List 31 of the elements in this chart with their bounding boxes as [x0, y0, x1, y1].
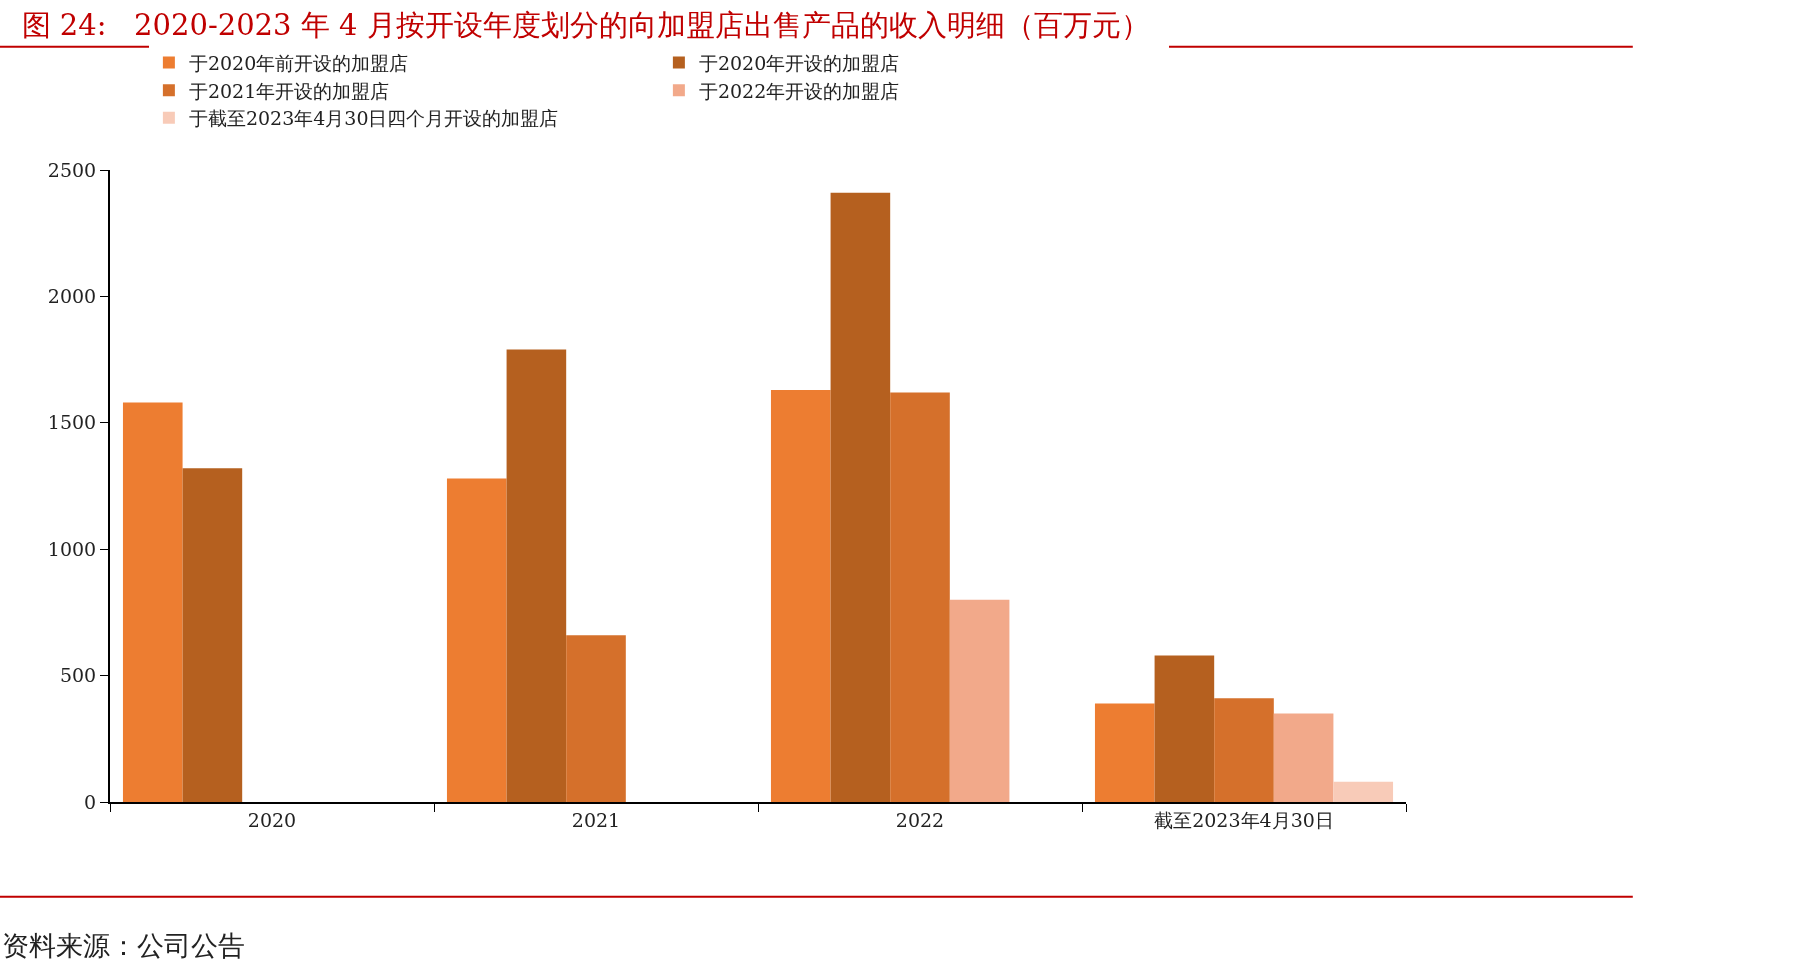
- bar: [1333, 781, 1394, 802]
- y-tick-label: 1500: [47, 411, 97, 434]
- x-tick-label: 2021: [571, 808, 621, 831]
- bar: [1154, 655, 1215, 802]
- bar: [182, 468, 243, 802]
- bar: [770, 389, 831, 802]
- bar: [566, 635, 626, 802]
- bar: [446, 478, 507, 802]
- y-tick-label: 1000: [47, 537, 97, 560]
- bar: [949, 599, 1010, 802]
- bar: [1273, 713, 1334, 802]
- text: 资料来源：公司公告: [2, 930, 245, 961]
- legend-label: 于截至2023年4月30日四个月开设的加盟店: [188, 107, 559, 130]
- bar: [890, 392, 950, 802]
- bar: [1094, 703, 1155, 802]
- bar: [122, 402, 183, 802]
- legend-label: 于2021年开设的加盟店: [188, 79, 390, 102]
- legend-label: 于2022年开设的加盟店: [698, 79, 900, 102]
- x-tick-label: 2020: [247, 808, 297, 831]
- x-tick-label: 2022: [895, 808, 945, 831]
- bar: [506, 349, 567, 802]
- y-tick-label: 0: [84, 790, 97, 813]
- x-tick-label: 截至2023年4月30日: [1154, 808, 1334, 831]
- y-tick-label: 2500: [47, 158, 97, 181]
- bar: [1214, 698, 1274, 802]
- bar: [830, 192, 891, 802]
- legend-label: 于2020年前开设的加盟店: [188, 51, 409, 74]
- legend-label: 于2020年开设的加盟店: [698, 51, 900, 74]
- y-tick-label: 2000: [47, 285, 97, 308]
- y-tick-label: 500: [59, 664, 97, 687]
- chart-title: 图 24: 2020-2023 年 4 月按开设年度划分的向加盟店出售产品的收入明细（百万元）: [21, 7, 1150, 42]
